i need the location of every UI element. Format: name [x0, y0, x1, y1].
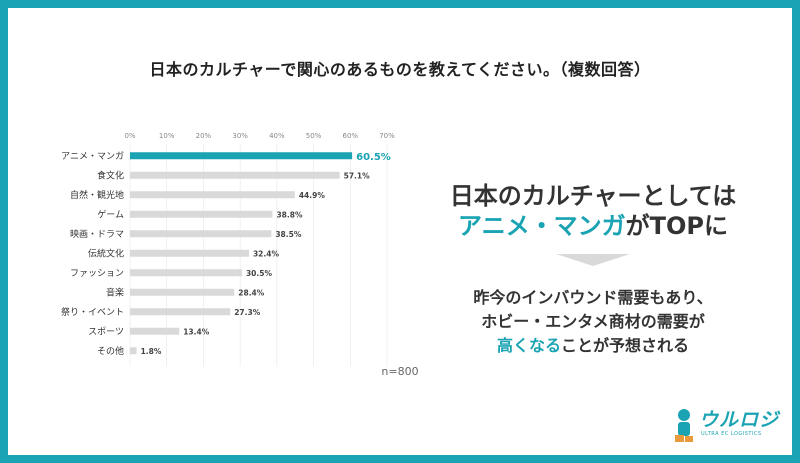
bar — [130, 288, 235, 296]
value-label: 1.8% — [141, 347, 162, 356]
value-label: 13.4% — [183, 327, 210, 336]
x-tick-label: 30% — [232, 132, 248, 140]
value-label: 30.5% — [246, 269, 273, 278]
logo-name: ウルロジ — [699, 409, 780, 431]
category-label: 祭り・イベント — [61, 306, 124, 318]
headline-rest: がTOPに — [625, 212, 728, 240]
category-label: 音楽 — [106, 286, 124, 298]
body-line3: 高くなることが予想される — [428, 332, 758, 356]
bar — [130, 269, 242, 277]
category-label: 映画・ドラマ — [70, 228, 124, 240]
bar — [130, 230, 272, 238]
category-label: スポーツ — [88, 326, 124, 337]
category-label: ゲーム — [97, 208, 124, 220]
logo-mascot-icon — [675, 409, 693, 442]
headline-line1: 日本のカルチャーとしては — [449, 182, 737, 210]
logo-tagline: ULTRA EC LOGISTICS — [701, 431, 762, 437]
bar — [130, 171, 340, 179]
value-label: 57.1% — [344, 171, 371, 180]
sample-size-note: n=800 — [381, 365, 418, 378]
x-tick-label: 10% — [159, 132, 175, 140]
headline-highlight: アニメ・マンガ — [458, 212, 626, 240]
bar — [130, 308, 231, 316]
slide-frame: 日本のカルチャーで関心のあるものを教えてください。（複数回答） 0% 10% 20%… — [8, 8, 792, 455]
value-label: 38.8% — [276, 210, 303, 219]
category-label: ファッション — [70, 269, 124, 279]
bar — [130, 191, 295, 199]
body-line1: 昨今のインバウンド需要もあり、 — [473, 288, 713, 307]
category-label: アニメ・マンガ — [61, 151, 124, 162]
x-tick-label: 0% — [124, 132, 135, 140]
category-label: 食文化 — [97, 169, 124, 181]
x-tick-label: 60% — [343, 132, 359, 140]
bar — [130, 249, 249, 257]
headline-line2: アニメ・マンガがTOPに — [428, 206, 758, 241]
value-label: 28.4% — [238, 288, 265, 297]
body-rest: ことが予想される — [561, 336, 690, 355]
body-line2: ホビー・エンタメ商材の需要が — [481, 312, 705, 331]
x-tick-label: 20% — [196, 132, 212, 140]
bar-chart: 0% 10% 20% 30% 40% 50% 60% 70% アニメ・マンガ 60.5% 食文化 57… — [61, 132, 419, 378]
bar — [130, 347, 137, 355]
slide-title: 日本のカルチャーで関心のあるものを教えてください。（複数回答） — [149, 60, 651, 79]
bar — [130, 327, 180, 335]
value-label: 44.9% — [299, 191, 326, 200]
bar — [130, 210, 273, 218]
category-label: 伝統文化 — [88, 247, 124, 259]
x-tick-label: 40% — [269, 132, 285, 140]
bar — [130, 152, 353, 160]
body-highlight: 高くなる — [496, 336, 561, 355]
category-label: その他 — [97, 345, 124, 357]
value-label: 38.5% — [275, 230, 302, 239]
value-label: 27.3% — [234, 308, 261, 317]
x-tick-label: 70% — [379, 132, 395, 140]
value-label: 32.4% — [253, 249, 280, 258]
category-label: 自然・観光地 — [70, 189, 124, 201]
down-arrow-icon — [556, 254, 630, 266]
value-label: 60.5% — [356, 152, 391, 163]
company-logo: ウルロジ ULTRA EC LOGISTICS — [671, 405, 789, 447]
x-tick-label: 50% — [306, 132, 322, 140]
